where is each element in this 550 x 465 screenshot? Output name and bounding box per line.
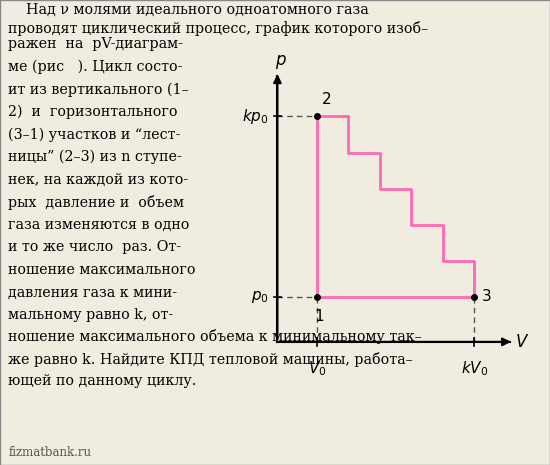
Text: 2)  и  горизонтального: 2) и горизонтального [8,105,178,119]
Text: проводят циклический процесс, график которого изоб–: проводят циклический процесс, график кот… [8,21,428,36]
Text: и то же число  раз. От-: и то же число раз. От- [8,240,182,254]
Text: $kV_0$: $kV_0$ [461,359,488,378]
Text: ношение максимального объема к минимальному так–: ношение максимального объема к минимальн… [8,329,422,344]
Text: fizmatbank.ru: fizmatbank.ru [8,446,91,459]
Text: $p$: $p$ [274,53,287,71]
Text: же равно k. Найдите КПД тепловой машины, работа–: же равно k. Найдите КПД тепловой машины,… [8,352,413,366]
Text: рых  давление и  объем: рых давление и объем [8,195,184,210]
Text: мальному равно k, от-: мальному равно k, от- [8,308,173,322]
Text: газа изменяются в одно: газа изменяются в одно [8,218,190,232]
Text: $V_0$: $V_0$ [307,359,326,378]
Text: давления газа к мини-: давления газа к мини- [8,285,177,299]
Text: нек, на каждой из кото-: нек, на каждой из кото- [8,173,189,186]
Text: $V$: $V$ [514,333,529,351]
Text: 1: 1 [314,309,323,325]
Text: ношение максимального: ношение максимального [8,263,196,277]
Text: ницы” (2–3) из n ступе-: ницы” (2–3) из n ступе- [8,150,182,164]
Text: ющей по данному циклу.: ющей по данному циклу. [8,374,197,388]
Text: Над ν молями идеального одноатомного газа: Над ν молями идеального одноатомного газ… [8,3,369,17]
Text: 3: 3 [481,289,491,304]
Text: ражен  на  pV-диаграм-: ражен на pV-диаграм- [8,37,183,51]
Text: $p_0$: $p_0$ [251,289,269,305]
Text: $kp_0$: $kp_0$ [242,107,269,126]
Text: (3–1) участков и “лест-: (3–1) участков и “лест- [8,127,180,142]
Text: ит из вертикального (1–: ит из вертикального (1– [8,82,189,97]
Text: 2: 2 [322,92,331,106]
Text: ме (рис   ). Цикл состо-: ме (рис ). Цикл состо- [8,60,183,74]
